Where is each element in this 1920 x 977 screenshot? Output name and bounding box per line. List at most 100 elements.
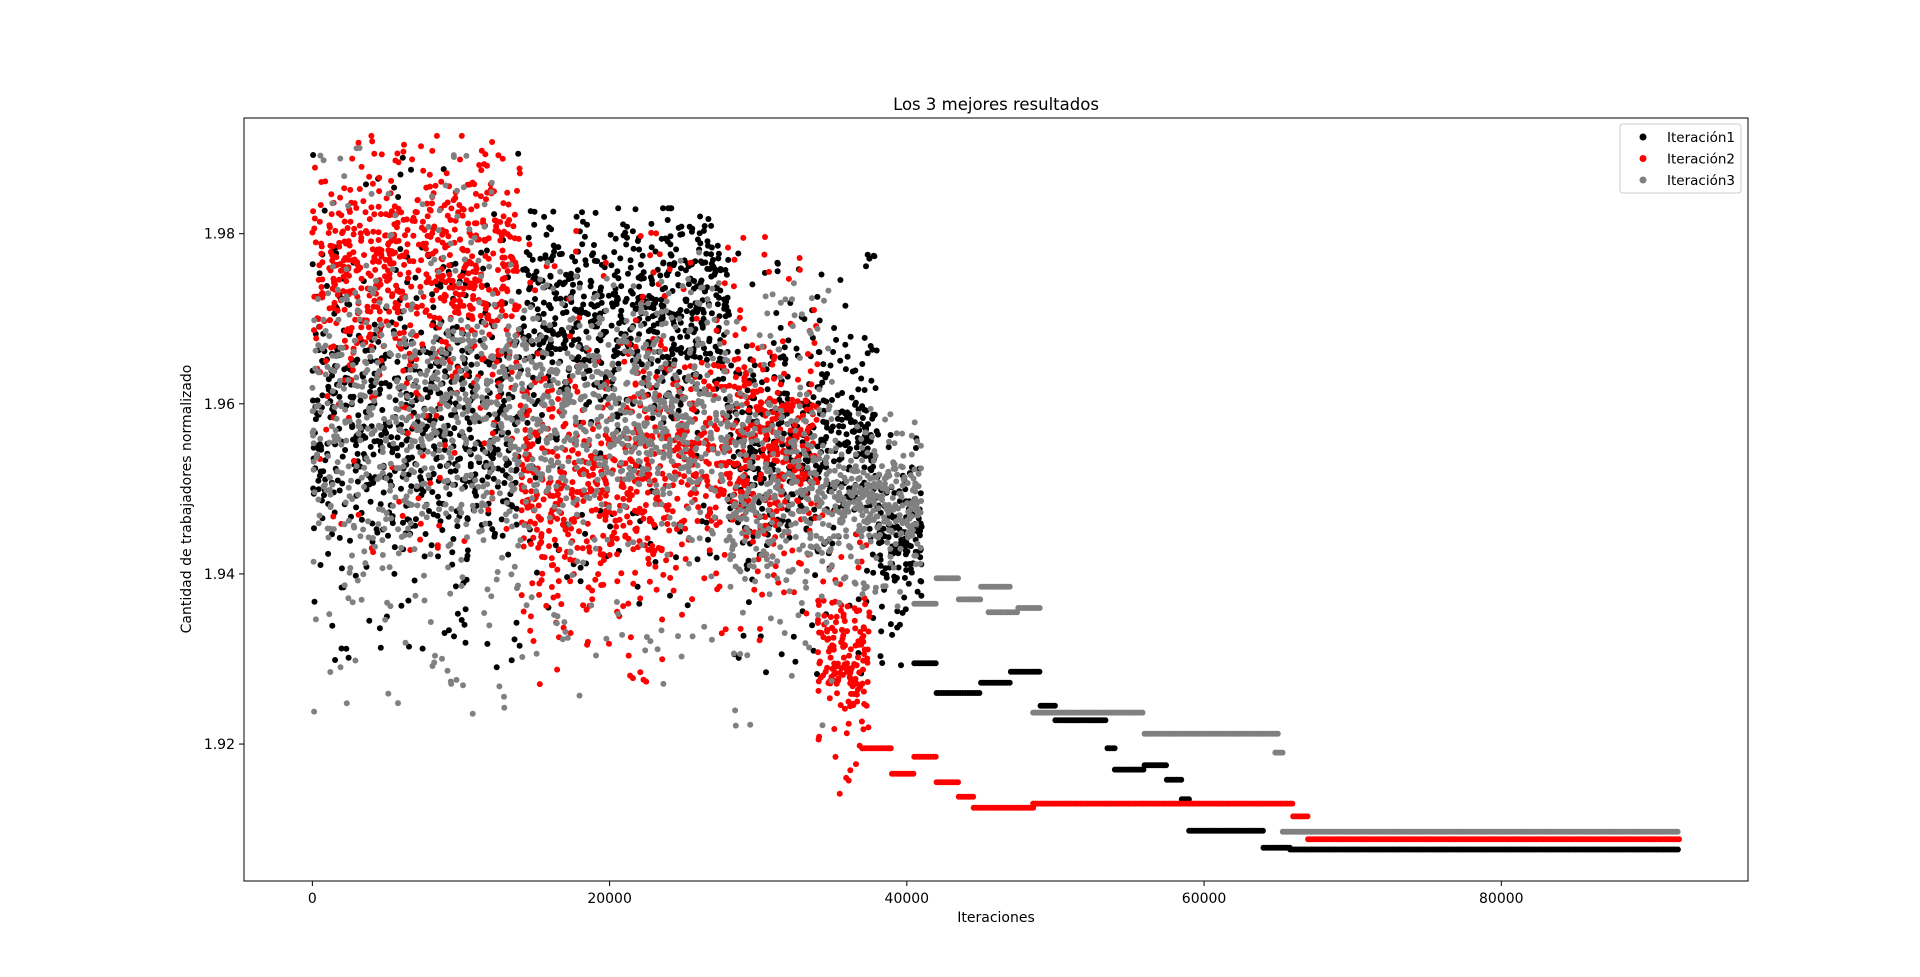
data-point bbox=[442, 182, 449, 189]
data-point bbox=[624, 491, 631, 497]
data-point bbox=[511, 211, 518, 218]
data-point bbox=[402, 232, 408, 239]
data-point bbox=[691, 278, 698, 284]
data-point bbox=[413, 295, 420, 302]
data-point bbox=[422, 426, 429, 433]
data-point bbox=[877, 653, 884, 660]
data-point bbox=[459, 386, 466, 393]
data-point bbox=[831, 671, 838, 678]
data-point bbox=[417, 283, 424, 290]
data-point bbox=[546, 527, 552, 534]
data-point bbox=[624, 234, 630, 241]
data-point bbox=[730, 453, 737, 460]
data-point bbox=[597, 495, 603, 502]
data-point bbox=[894, 608, 901, 615]
data-point bbox=[351, 382, 358, 388]
data-point bbox=[627, 264, 634, 271]
data-point bbox=[391, 184, 398, 191]
data-point bbox=[372, 390, 379, 396]
data-point bbox=[457, 156, 463, 163]
data-point bbox=[843, 730, 850, 737]
data-point bbox=[350, 231, 357, 238]
data-point bbox=[445, 233, 452, 240]
data-point bbox=[327, 504, 334, 511]
data-point bbox=[395, 700, 401, 707]
data-point bbox=[632, 317, 639, 324]
data-point bbox=[441, 297, 448, 304]
data-point bbox=[525, 272, 532, 279]
data-point bbox=[431, 443, 437, 450]
data-point bbox=[373, 277, 379, 284]
data-point bbox=[712, 269, 719, 276]
data-point bbox=[374, 438, 381, 444]
data-point bbox=[421, 553, 428, 560]
data-point bbox=[597, 560, 604, 567]
data-point bbox=[802, 397, 809, 404]
data-point bbox=[853, 761, 859, 768]
data-point bbox=[465, 332, 471, 338]
data-point bbox=[836, 456, 843, 463]
data-point bbox=[841, 618, 848, 624]
data-point bbox=[777, 381, 784, 388]
data-point bbox=[645, 555, 652, 562]
data-point bbox=[792, 658, 799, 665]
data-point bbox=[632, 343, 639, 350]
data-point bbox=[383, 475, 390, 482]
data-point bbox=[346, 311, 353, 318]
data-point bbox=[861, 387, 868, 393]
data-point bbox=[781, 550, 788, 557]
data-point bbox=[368, 204, 375, 211]
data-point bbox=[831, 458, 837, 465]
data-point bbox=[699, 260, 706, 266]
data-point bbox=[537, 516, 544, 523]
data-point bbox=[590, 471, 597, 478]
data-point bbox=[664, 521, 671, 527]
data-point bbox=[790, 633, 797, 640]
data-point bbox=[503, 499, 510, 506]
data-point bbox=[362, 209, 369, 216]
data-point bbox=[378, 151, 385, 158]
data-point bbox=[735, 250, 742, 257]
data-point bbox=[451, 226, 458, 233]
data-point bbox=[447, 217, 454, 223]
data-point bbox=[678, 479, 685, 486]
data-point bbox=[1102, 717, 1109, 724]
data-point bbox=[379, 565, 386, 572]
data-point bbox=[408, 283, 415, 290]
data-point bbox=[415, 267, 422, 274]
data-point bbox=[847, 767, 854, 774]
data-point bbox=[551, 244, 558, 250]
data-point bbox=[310, 152, 317, 158]
data-point bbox=[424, 213, 431, 220]
data-point bbox=[527, 613, 534, 620]
data-point bbox=[569, 479, 576, 486]
data-point bbox=[312, 164, 318, 171]
data-point bbox=[632, 569, 639, 576]
data-point bbox=[851, 617, 858, 624]
data-point bbox=[546, 543, 552, 550]
data-point bbox=[406, 531, 413, 538]
data-point bbox=[558, 601, 565, 608]
data-point bbox=[722, 267, 729, 273]
data-point bbox=[649, 415, 656, 421]
data-point bbox=[448, 505, 455, 512]
data-point bbox=[1111, 745, 1118, 752]
data-point bbox=[318, 250, 325, 257]
data-point bbox=[674, 444, 681, 451]
data-point bbox=[702, 350, 709, 357]
data-point bbox=[450, 536, 457, 542]
data-point bbox=[692, 353, 698, 360]
data-point bbox=[885, 444, 892, 451]
data-point bbox=[687, 491, 694, 498]
data-point bbox=[459, 347, 466, 354]
data-point bbox=[826, 695, 833, 702]
data-point bbox=[469, 280, 476, 287]
data-point bbox=[393, 224, 400, 231]
data-point bbox=[530, 392, 537, 398]
data-point bbox=[796, 559, 802, 566]
data-point bbox=[831, 726, 838, 732]
data-point bbox=[407, 488, 414, 495]
data-point bbox=[769, 361, 776, 368]
data-point bbox=[504, 189, 511, 196]
data-point bbox=[530, 638, 537, 644]
